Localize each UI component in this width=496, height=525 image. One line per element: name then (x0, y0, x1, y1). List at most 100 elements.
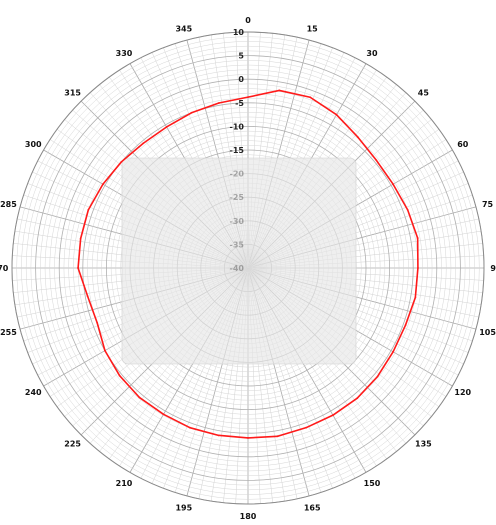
radial-tick-label: -20 (230, 170, 245, 179)
radial-ring-minor (21, 41, 475, 495)
series-point (217, 434, 220, 437)
series-point (87, 208, 90, 211)
radial-tick-label: -5 (235, 99, 244, 108)
angle-tick-label: 225 (64, 439, 81, 448)
radial-tick-label: -15 (230, 146, 245, 155)
radial-ring-major (105, 125, 391, 411)
radial-tick-label: -10 (230, 122, 245, 131)
series-point (417, 267, 419, 269)
series-point (335, 113, 338, 116)
series-point (247, 96, 249, 99)
radial-tick-label: 5 (238, 52, 244, 61)
radial-ring-minor (25, 45, 471, 491)
series-point (305, 426, 308, 429)
radial-ring-major (58, 78, 438, 458)
series-point (247, 437, 249, 439)
radial-ring-minor (63, 83, 433, 453)
series-point (406, 208, 409, 211)
angle-tick-label: 0 (245, 16, 251, 25)
angle-tick-label: 15 (307, 24, 319, 33)
series-point (138, 396, 141, 399)
series-point (118, 374, 121, 377)
series-point (120, 160, 123, 163)
radial-ring-minor (44, 64, 452, 472)
angle-tick-label: 195 (175, 504, 192, 513)
radial-tick-label: -40 (230, 264, 245, 273)
series-point (416, 237, 419, 239)
angle-tick-label: 135 (415, 439, 432, 448)
center-overlay-panel (121, 157, 357, 365)
series-point (142, 142, 145, 145)
angle-tick-label: 105 (479, 328, 496, 337)
radial-ring-minor (16, 36, 480, 500)
angle-tick-label: 240 (25, 388, 42, 397)
angle-tick-label: 285 (0, 200, 17, 209)
series-point (278, 89, 281, 92)
series-point (96, 321, 99, 324)
radial-tick-labels: 10 5 0 -5 -10 -15 -20 -25 -30 -35 -40 (230, 28, 245, 273)
radial-ring-minor (91, 111, 405, 425)
series-point (276, 435, 279, 438)
series-point (101, 183, 104, 186)
series-point (404, 324, 407, 327)
angle-tick-label: 180 (240, 512, 257, 520)
radial-ring-major (82, 102, 414, 434)
series-point (309, 96, 312, 99)
angle-tick-label: 90 (490, 264, 496, 273)
series-point (375, 159, 378, 162)
angle-tick-label: 270 (0, 264, 9, 273)
radial-ring-minor (101, 121, 395, 415)
angle-tick-label: 60 (457, 140, 469, 149)
radial-ring-minor (115, 135, 381, 401)
radial-ring-minor (96, 116, 400, 420)
series-point (414, 296, 417, 299)
radial-ring-minor (54, 74, 442, 462)
radial-ring-major (35, 55, 461, 481)
angle-tick-label: 150 (364, 479, 381, 488)
series-point (104, 349, 106, 352)
radial-ring-minor (68, 88, 428, 448)
radial-ring-minor (110, 130, 386, 406)
series-point (392, 350, 395, 353)
series-group (77, 89, 419, 439)
center-overlay-rect (121, 157, 357, 365)
angle-tick-label: 300 (25, 140, 42, 149)
series-point (79, 237, 82, 240)
series-point (86, 295, 89, 298)
angle-tick-label: 165 (304, 504, 321, 513)
radial-tick-label: -30 (230, 217, 245, 226)
radial-tick-label: 10 (233, 28, 245, 37)
radial-ring-minor (87, 107, 409, 429)
radial-ring-minor (49, 69, 447, 467)
angle-tick-label: 30 (366, 49, 378, 58)
angle-tick-labels: 0153045607590105120135150165180195210225… (0, 16, 496, 521)
angle-tick-label: 45 (418, 89, 430, 98)
series-point (77, 267, 79, 269)
angle-tick-label: 315 (64, 89, 81, 98)
series-point (162, 413, 165, 416)
radial-tick-label: -35 (230, 240, 245, 249)
series-point (376, 375, 379, 378)
angle-tick-label: 255 (0, 328, 17, 337)
series-point (356, 397, 359, 400)
outer-ring (11, 31, 485, 505)
radial-ring-minor (73, 93, 423, 443)
series-point (392, 183, 395, 186)
radial-tick-label: -25 (230, 193, 245, 202)
radial-tick-label: 0 (238, 75, 244, 84)
radial-ring-minor (40, 60, 456, 476)
radial-ring-minor (120, 140, 376, 396)
series-point (356, 136, 359, 139)
angle-tick-label: 75 (482, 200, 494, 209)
series-point (332, 414, 334, 417)
radial-ring-minor (30, 50, 466, 486)
angle-tick-label: 330 (116, 49, 133, 58)
series-point (188, 426, 191, 429)
series-point (190, 111, 193, 114)
series-point (165, 126, 168, 128)
angle-tick-label: 345 (175, 24, 192, 33)
angle-tick-label: 210 (116, 479, 133, 488)
angle-tick-label: 120 (454, 388, 471, 397)
